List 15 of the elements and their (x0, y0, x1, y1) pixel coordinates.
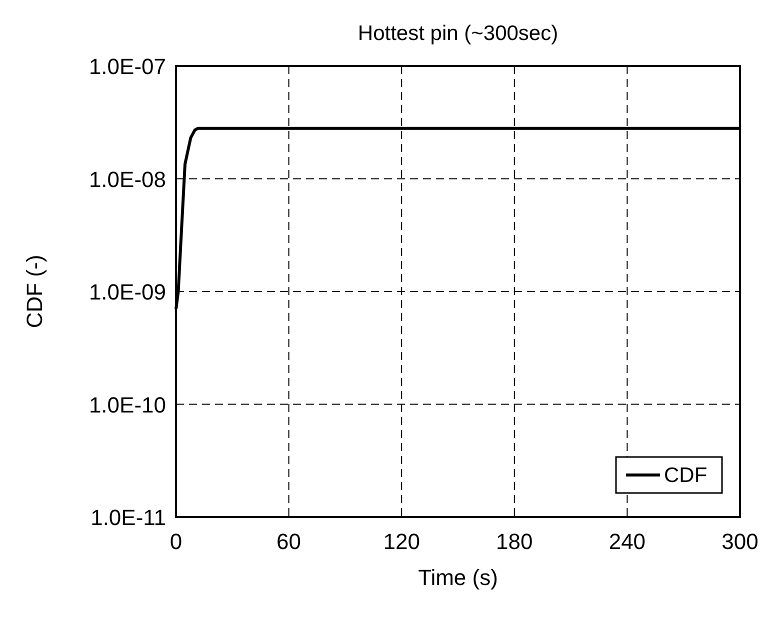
y-tick-label: 1.0E-07 (88, 54, 166, 79)
y-axis-title: CDF (-) (22, 254, 47, 328)
x-axis-title: Time (s) (418, 565, 498, 590)
x-tick-label: 180 (496, 529, 533, 554)
x-tick-label: 60 (276, 529, 302, 554)
x-tick-label: 120 (383, 529, 420, 554)
x-tick-label: 240 (608, 529, 646, 554)
y-tick-label: 1.0E-08 (88, 166, 166, 192)
x-tick-label: 300 (722, 529, 758, 554)
x-tick-label: 0 (170, 529, 182, 554)
legend-label: CDF (664, 464, 708, 487)
chart-title: Hottest pin (~300sec) (358, 22, 558, 45)
y-tick-label: 1.0E-11 (90, 505, 166, 530)
y-tick-label: 1.0E-10 (88, 392, 166, 418)
y-tick-label: 1.0E-09 (88, 280, 166, 304)
